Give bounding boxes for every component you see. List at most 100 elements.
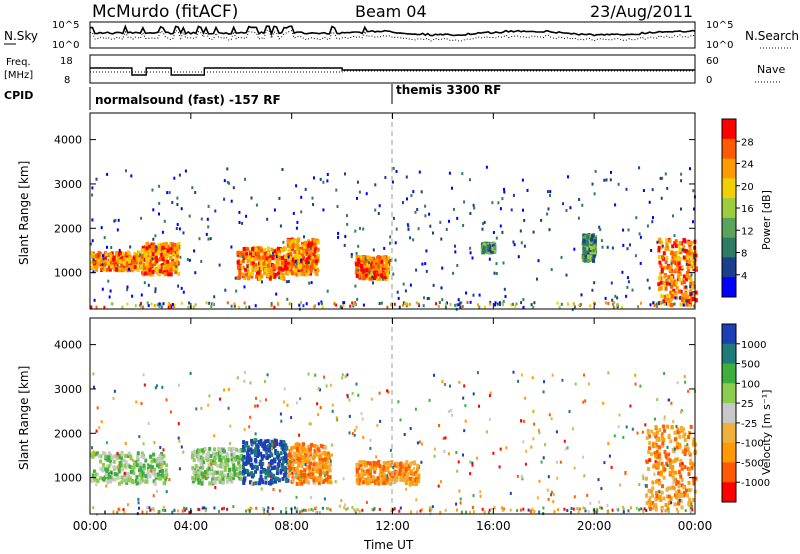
velocity-region-3-cell: [302, 442, 306, 447]
velocity-scatter-cell: [216, 455, 219, 459]
velocity-scatter-cell: [654, 417, 656, 421]
power-scatter-cell: [652, 216, 654, 220]
velocity-scatter-cell: [92, 450, 95, 454]
velocity-region-2-cell: [274, 451, 278, 456]
velocity-region-3-cell: [293, 451, 297, 456]
velocity-scatter-cell: [100, 420, 103, 424]
power-scatter-cell: [501, 197, 504, 201]
velocity-ground-cell: [530, 510, 533, 514]
power-region-0-cell: [110, 251, 114, 256]
velocity-region-1-cell: [231, 476, 235, 481]
power-ground-cell: [652, 301, 655, 305]
velocity-region-3-cell: [287, 455, 291, 460]
velocity-scatter-cell: [458, 489, 461, 493]
velocity-scatter-cell: [178, 439, 181, 443]
power-scatter-cell: [151, 188, 154, 192]
velocity-scatter-cell: [353, 428, 356, 432]
power-region-7-cell: [692, 284, 696, 289]
velocity-region-1-cell: [225, 451, 229, 456]
velocity-region-1-cell: [191, 476, 195, 481]
power-scatter-cell: [457, 298, 460, 302]
velocity-scatter-cell: [563, 439, 566, 443]
velocity-region-5-cell: [664, 503, 668, 507]
power-region-0-cell: [119, 259, 123, 264]
velocity-region-1-cell: [201, 477, 205, 482]
power-scatter-cell: [131, 294, 134, 298]
power-scatter-cell: [188, 214, 191, 218]
power-scatter-cell: [364, 257, 367, 261]
power-colorbar-tick-label: 24: [741, 160, 754, 171]
velocity-ground-cell: [223, 506, 226, 510]
velocity-scatter-cell: [683, 375, 686, 379]
power-scatter-cell: [368, 270, 371, 274]
power-region-2-cell: [276, 246, 280, 251]
velocity-region-4-cell: [376, 461, 379, 466]
power-region-3-cell: [297, 237, 301, 242]
velocity-region-1-cell: [192, 469, 196, 474]
velocity-region-2-cell: [277, 463, 281, 468]
power-scatter-cell: [125, 169, 127, 173]
velocity-region-0-cell: [120, 452, 124, 457]
velocity-region-1-cell: [208, 481, 212, 486]
velocity-region-5-cell: [659, 498, 663, 502]
beam-title: Beam 04: [355, 2, 427, 21]
velocity-scatter-cell: [653, 472, 656, 476]
power-scatter-cell: [286, 297, 289, 301]
power-scatter-cell: [665, 302, 667, 306]
power-region-2-cell: [275, 251, 279, 256]
power-scatter-cell: [469, 246, 472, 250]
power-scatter-cell: [308, 281, 311, 285]
power-region-3-cell: [302, 260, 306, 265]
power-scatter-cell: [682, 303, 685, 307]
power-region-2-cell: [265, 260, 268, 265]
velocity-region-1-cell: [239, 454, 243, 459]
velocity-scatter-cell: [96, 406, 99, 410]
velocity-region-1-cell: [237, 448, 241, 453]
power-region-3-cell: [306, 260, 310, 265]
velocity-scatter-cell: [641, 430, 644, 434]
velocity-region-3-cell: [306, 460, 310, 465]
velocity-region-0-cell: [109, 479, 113, 484]
velocity-region-3-cell: [308, 465, 311, 470]
velocity-region-5-cell: [694, 476, 698, 481]
power-scatter-cell: [106, 245, 108, 249]
velocity-region-5-cell: [654, 491, 658, 495]
power-region-3-cell: [293, 244, 297, 249]
power-region-7-cell: [657, 246, 661, 250]
velocity-region-2-cell: [245, 456, 249, 461]
power-scatter-cell: [91, 193, 94, 197]
power-scatter-cell: [638, 232, 641, 236]
velocity-region-1-cell: [202, 460, 206, 465]
velocity-region-4-cell: [410, 460, 414, 465]
velocity-region-2-cell: [264, 447, 268, 452]
power-ground-cell: [103, 305, 106, 309]
velocity-region-1-cell: [214, 476, 218, 481]
power-scatter-cell: [649, 303, 652, 307]
velocity-region-5-cell: [673, 430, 677, 435]
velocity-region-5-cell: [657, 461, 660, 466]
power-scatter-cell: [279, 224, 282, 228]
power-region-2-cell: [268, 275, 272, 280]
velocity-region-0-cell: [162, 481, 166, 486]
power-scatter-cell: [391, 180, 394, 184]
velocity-colorbar-tick-label: -1000: [741, 478, 770, 489]
power-scatter-cell: [432, 231, 434, 235]
velocity-region-5-cell: [651, 480, 655, 485]
velocity-region-3-cell: [314, 452, 318, 457]
power-region-0-cell: [113, 267, 117, 272]
power-region-2-cell: [279, 276, 283, 280]
power-ground-cell: [248, 305, 251, 309]
power-region-2-cell: [271, 255, 275, 259]
power-scatter-cell: [577, 216, 580, 220]
power-region-5-cell: [492, 249, 496, 254]
power-region-2-cell: [278, 266, 282, 271]
velocity-region-1-cell: [220, 473, 224, 478]
velocity-region-0-cell: [128, 464, 132, 469]
power-scatter-cell: [287, 255, 290, 259]
velocity-scatter-cell: [182, 450, 185, 454]
velocity-scatter-cell: [297, 449, 300, 453]
velocity-scatter-cell: [540, 460, 543, 464]
power-region-7-cell: [663, 294, 667, 299]
power-region-1-cell: [170, 244, 174, 249]
power-region-7-cell: [681, 293, 685, 298]
